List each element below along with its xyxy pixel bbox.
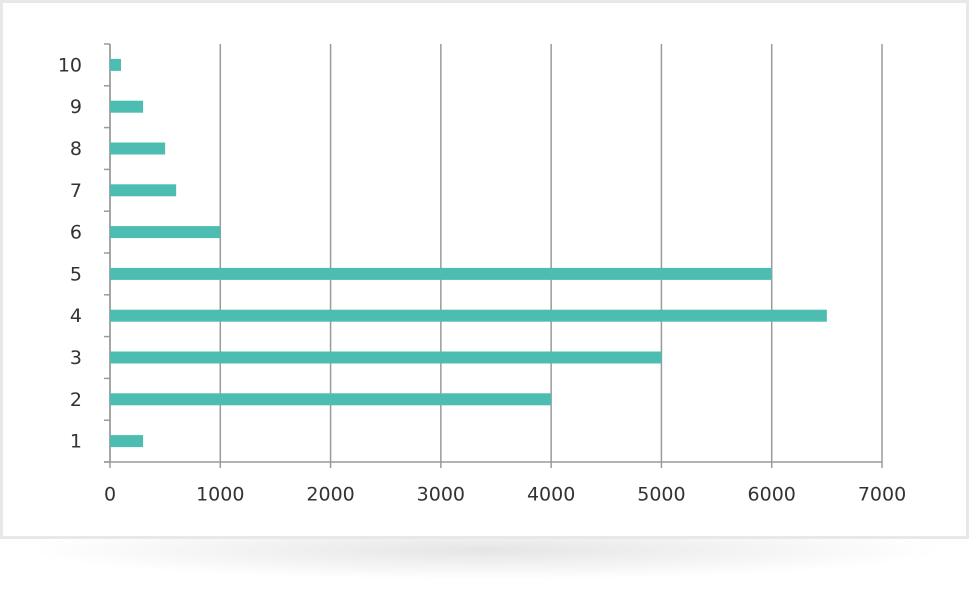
y-tick-label: 7 [70,180,82,202]
x-tick-label: 1000 [196,484,244,506]
x-tick-label: 6000 [748,484,796,506]
bar [110,435,144,448]
y-tick-label: 10 [58,54,82,76]
bar [110,226,221,239]
x-tick-label: 5000 [637,484,685,506]
y-tick-label: 2 [70,389,82,411]
y-tick-label: 1 [70,431,82,453]
y-tick-label: 6 [70,222,82,244]
x-tick-label: 2000 [306,484,354,506]
x-tick-label: 3000 [417,484,465,506]
bar [110,100,144,113]
x-tick-label: 0 [104,484,116,506]
y-tick-label: 8 [70,138,82,160]
bar [110,393,552,406]
y-tick-label: 4 [70,305,82,327]
x-tick-label: 7000 [858,484,906,506]
bar [110,309,827,322]
x-tick-label: 4000 [527,484,575,506]
bar [110,58,122,71]
y-tick-label: 3 [70,347,82,369]
y-tick-label: 9 [70,96,82,118]
bar [110,142,166,155]
bar [110,267,772,280]
bar [110,184,177,197]
bar [110,351,662,364]
y-tick-label: 5 [70,263,82,285]
